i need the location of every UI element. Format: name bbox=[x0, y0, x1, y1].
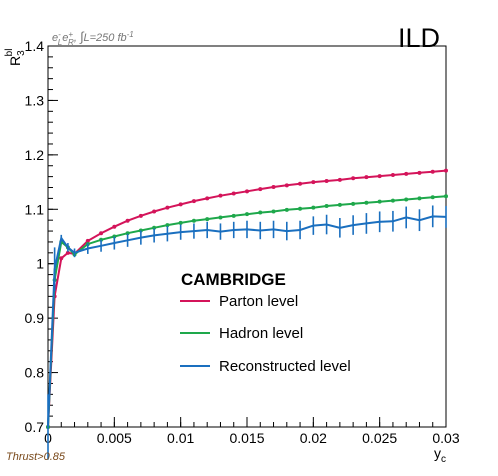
beam1-label: e bbox=[52, 32, 58, 44]
x-axis-label: yc bbox=[434, 445, 446, 465]
legend-label-hadron: Hadron level bbox=[219, 325, 303, 342]
label-separator: , bbox=[74, 32, 80, 44]
beam2-sub: R bbox=[68, 38, 74, 47]
axis-ticks: 0.70.80.911.11.21.31.400.0050.010.0150.0… bbox=[25, 38, 460, 446]
data-point bbox=[152, 225, 157, 230]
x-axis-label-main: y bbox=[434, 445, 441, 461]
y-tick-label: 0.7 bbox=[25, 419, 45, 435]
beam2-label: e bbox=[62, 32, 68, 44]
x-tick-label: 0.005 bbox=[97, 430, 132, 446]
data-point bbox=[377, 199, 382, 204]
data-point bbox=[165, 205, 170, 210]
data-point bbox=[430, 169, 435, 174]
x-tick-label: 0.015 bbox=[229, 430, 264, 446]
data-point bbox=[377, 174, 382, 179]
data-point bbox=[298, 181, 303, 186]
data-point bbox=[284, 183, 289, 188]
data-point bbox=[59, 256, 64, 261]
data-point bbox=[125, 218, 130, 223]
x-tick-label: 0.02 bbox=[300, 430, 327, 446]
data-point bbox=[298, 206, 303, 211]
data-point bbox=[138, 213, 143, 218]
data-point bbox=[311, 180, 316, 185]
data-point bbox=[191, 199, 196, 204]
series-2 bbox=[47, 205, 447, 460]
data-point bbox=[218, 193, 223, 198]
x-tick-label: 0.03 bbox=[432, 430, 459, 446]
data-point bbox=[337, 202, 342, 207]
x-tick-label: 0.01 bbox=[167, 430, 194, 446]
series-0 bbox=[46, 168, 448, 429]
data-point bbox=[311, 205, 316, 210]
data-point bbox=[245, 212, 249, 217]
y-tick-label: 1.2 bbox=[25, 147, 45, 163]
data-point bbox=[152, 209, 157, 214]
data-point bbox=[165, 223, 170, 228]
data-point bbox=[444, 168, 448, 173]
y-tick-label: 1.4 bbox=[25, 38, 45, 54]
y-tick-label: 1 bbox=[36, 256, 44, 272]
data-point bbox=[351, 176, 356, 181]
data-point bbox=[417, 196, 422, 201]
data-point bbox=[404, 171, 409, 176]
y-tick-label: 0.8 bbox=[25, 365, 45, 381]
data-point bbox=[271, 209, 276, 214]
data-point bbox=[218, 215, 223, 220]
data-point bbox=[99, 231, 104, 236]
y-tick-label: 1.1 bbox=[25, 201, 45, 217]
y-axis-label: R3bl bbox=[4, 49, 27, 66]
beam1-sub: L bbox=[58, 38, 62, 47]
legend-label-parton: Parton level bbox=[219, 293, 298, 310]
legend-title: CAMBRIDGE bbox=[181, 270, 286, 289]
data-point bbox=[351, 201, 356, 206]
x-axis-label-sub: c bbox=[441, 454, 446, 465]
y-axis-label-sup: bl bbox=[4, 49, 15, 57]
data-point bbox=[390, 198, 395, 203]
lumi-label: L=250 fb bbox=[84, 32, 127, 44]
lumi-sup: -1 bbox=[127, 30, 134, 39]
experiment-label: ILD bbox=[398, 23, 440, 53]
legend: CAMBRIDGE Parton level Hadron level Reco… bbox=[180, 270, 351, 375]
data-point bbox=[337, 177, 342, 182]
series-line bbox=[47, 215, 447, 428]
data-point bbox=[364, 175, 369, 180]
data-point bbox=[364, 200, 369, 205]
legend-label-reconstructed: Reconstructed level bbox=[219, 358, 351, 375]
data-point bbox=[191, 218, 196, 223]
data-point bbox=[125, 231, 130, 236]
data-point bbox=[404, 197, 409, 202]
y-axis-label-sub: 3 bbox=[16, 50, 27, 56]
data-point bbox=[112, 224, 117, 229]
integral-sign: ∫ bbox=[79, 29, 85, 44]
data-point bbox=[417, 170, 422, 175]
data-point bbox=[324, 178, 329, 183]
data-point bbox=[284, 207, 289, 212]
data-point bbox=[85, 238, 90, 243]
data-point bbox=[258, 187, 263, 192]
y-tick-label: 0.9 bbox=[25, 310, 45, 326]
data-point bbox=[65, 250, 70, 255]
data-point bbox=[390, 172, 395, 177]
x-tick-label: 0.025 bbox=[362, 430, 397, 446]
data-point bbox=[444, 194, 448, 199]
beam1-sup: - bbox=[58, 30, 61, 39]
data-point bbox=[324, 204, 329, 209]
data-point bbox=[231, 191, 236, 196]
cut-label: Thrust>0.85 bbox=[6, 451, 66, 463]
process-label: e-Le+ R, ∫L=250 fb-1 bbox=[52, 29, 134, 47]
series-layer bbox=[46, 168, 448, 460]
data-point bbox=[205, 196, 210, 201]
data-point bbox=[258, 210, 263, 215]
data-point bbox=[430, 195, 435, 200]
beam2-sup: + bbox=[68, 30, 73, 39]
data-point bbox=[271, 184, 276, 189]
y-tick-label: 1.3 bbox=[25, 92, 45, 108]
y-axis-label-main: R bbox=[7, 56, 23, 66]
data-point bbox=[178, 220, 183, 225]
data-point bbox=[245, 189, 249, 194]
data-point bbox=[205, 217, 210, 222]
data-point bbox=[178, 202, 183, 207]
data-point bbox=[231, 213, 236, 218]
